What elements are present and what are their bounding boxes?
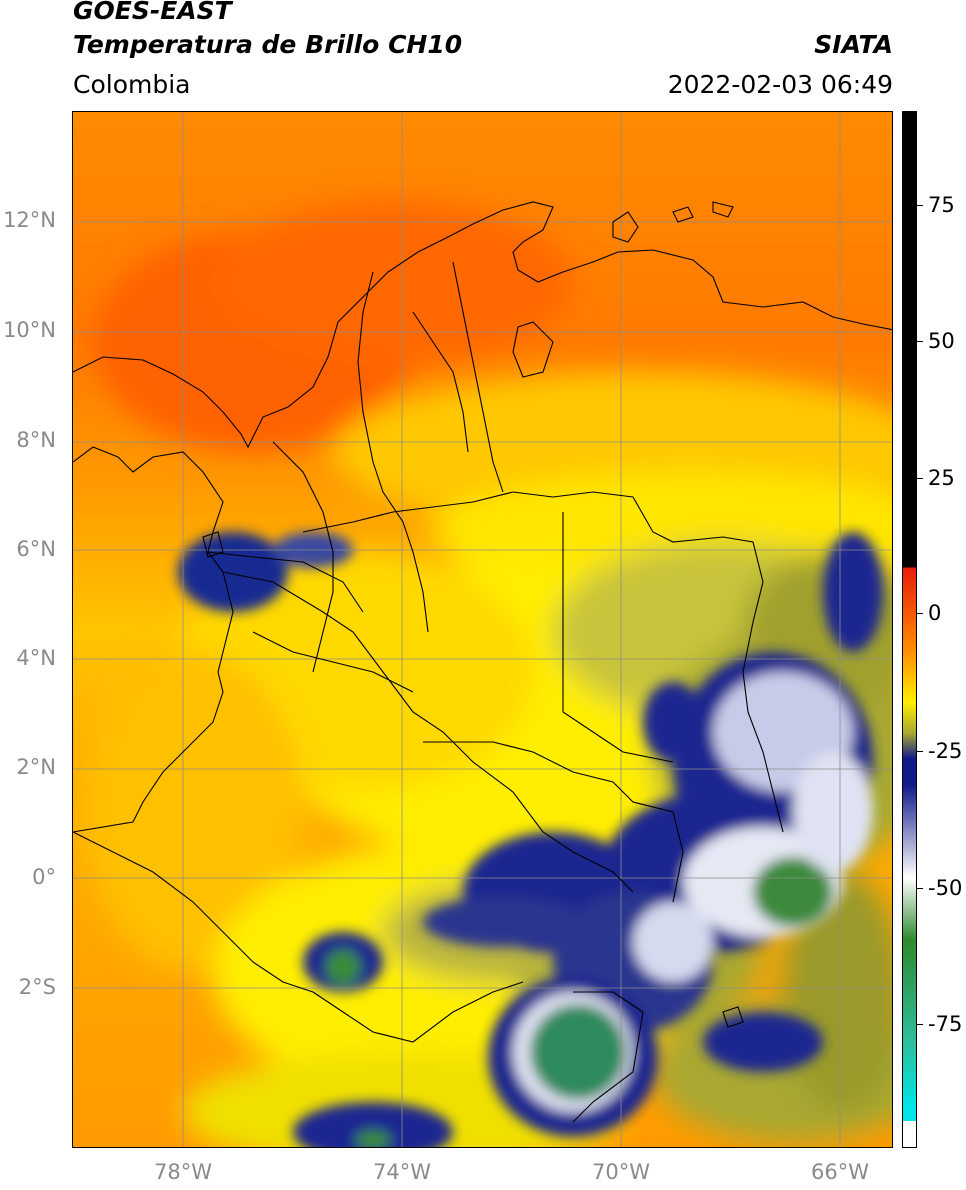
coastlines-and-borders xyxy=(73,201,892,1123)
lon-label-66w: 66°W xyxy=(811,1160,869,1184)
colorbar-tick-neg50 xyxy=(917,888,923,889)
lat-label-0: 0° xyxy=(32,865,56,889)
colorbar-tick-75 xyxy=(917,205,923,206)
lat-label-6n: 6°N xyxy=(16,537,56,561)
lat-label-10n: 10°N xyxy=(3,318,56,342)
colorbar-tick-25 xyxy=(917,478,923,479)
colorbar-label-75: 75 xyxy=(928,193,955,217)
lat-label-4n: 4°N xyxy=(16,646,56,670)
colorbar-label-neg50: -50 xyxy=(928,876,963,900)
colorbar-label-50: 50 xyxy=(928,329,955,353)
colorbar-label-0: 0 xyxy=(928,601,942,625)
colorbar xyxy=(902,111,917,1148)
datetime-label: 2022-02-03 06:49 xyxy=(667,70,893,99)
source-label: SIATA xyxy=(814,30,893,59)
gridlines xyxy=(73,112,892,1147)
colorbar-label-neg75: -75 xyxy=(928,1012,963,1036)
colorbar-label-neg25: -25 xyxy=(928,739,963,763)
product-title: Temperatura de Brillo CH10 xyxy=(73,30,463,59)
lon-label-74w: 74°W xyxy=(373,1160,431,1184)
colorbar-tick-neg75 xyxy=(917,1024,923,1025)
lat-label-2s: 2°S xyxy=(18,975,56,999)
region-label: Colombia xyxy=(73,70,191,99)
colorbar-tick-0 xyxy=(917,613,923,614)
satellite-title: GOES-EAST xyxy=(73,0,232,25)
satellite-map[interactable] xyxy=(72,111,893,1148)
colorbar-gradient xyxy=(903,112,916,1147)
lat-label-2n: 2°N xyxy=(16,755,56,779)
lat-label-8n: 8°N xyxy=(16,428,56,452)
lon-label-70w: 70°W xyxy=(592,1160,650,1184)
colorbar-tick-50 xyxy=(917,341,923,342)
colorbar-label-25: 25 xyxy=(928,466,955,490)
colorbar-tick-neg25 xyxy=(917,751,923,752)
lon-label-78w: 78°W xyxy=(154,1160,212,1184)
deep-convection xyxy=(178,532,883,1147)
lat-label-12n: 12°N xyxy=(3,208,56,232)
